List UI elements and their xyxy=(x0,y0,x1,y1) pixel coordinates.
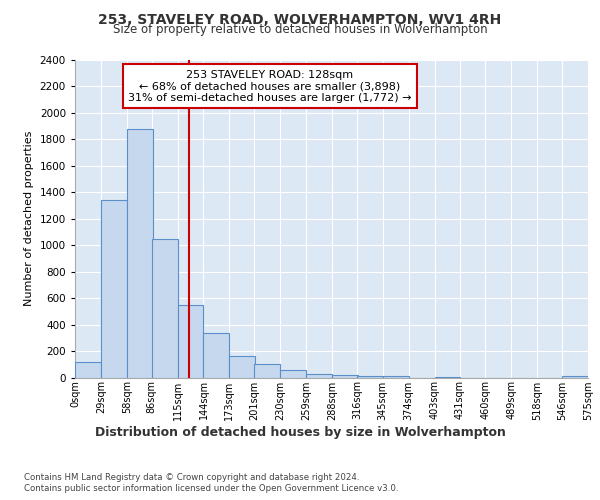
Y-axis label: Number of detached properties: Number of detached properties xyxy=(24,131,34,306)
Bar xyxy=(101,200,127,378)
Bar xyxy=(434,377,460,378)
Bar xyxy=(562,376,588,378)
Text: Distribution of detached houses by size in Wolverhampton: Distribution of detached houses by size … xyxy=(95,426,505,439)
Bar xyxy=(357,376,383,378)
Bar xyxy=(383,376,409,378)
Bar xyxy=(306,374,332,378)
Bar xyxy=(127,129,152,378)
Text: Contains HM Land Registry data © Crown copyright and database right 2024.: Contains HM Land Registry data © Crown c… xyxy=(24,472,359,482)
Bar xyxy=(152,238,178,378)
Text: Contains public sector information licensed under the Open Government Licence v3: Contains public sector information licen… xyxy=(24,484,398,493)
Bar xyxy=(178,304,203,378)
Bar xyxy=(280,370,306,378)
Bar xyxy=(254,364,280,378)
Bar xyxy=(332,375,358,378)
Bar xyxy=(75,362,101,378)
Text: 253 STAVELEY ROAD: 128sqm
← 68% of detached houses are smaller (3,898)
31% of se: 253 STAVELEY ROAD: 128sqm ← 68% of detac… xyxy=(128,70,412,102)
Bar xyxy=(229,356,255,378)
Text: Size of property relative to detached houses in Wolverhampton: Size of property relative to detached ho… xyxy=(113,24,487,36)
Bar xyxy=(203,332,229,378)
Text: 253, STAVELEY ROAD, WOLVERHAMPTON, WV1 4RH: 253, STAVELEY ROAD, WOLVERHAMPTON, WV1 4… xyxy=(98,12,502,26)
